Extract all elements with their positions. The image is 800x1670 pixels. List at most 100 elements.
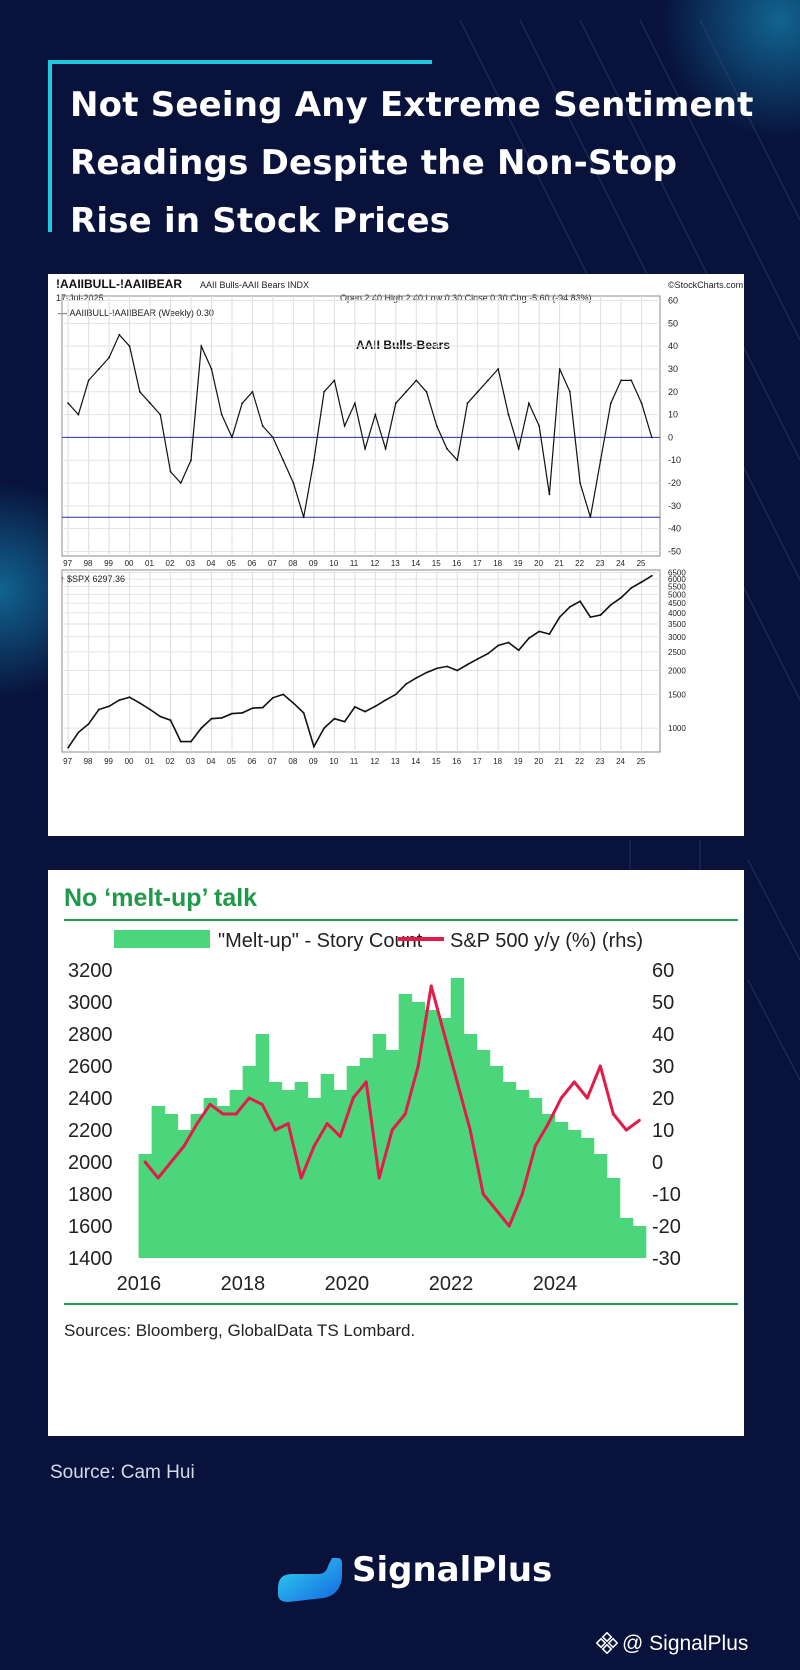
sp500-yoy-point — [247, 1096, 251, 1100]
aaii-bulls-bears-point — [640, 402, 643, 405]
chart1-symbol: !AAIIBULL-!AAIIBEAR — [56, 277, 182, 291]
spx-price-point — [138, 702, 141, 705]
chart1-top-x-tick: 17 — [473, 559, 482, 568]
story-count-bar — [593, 1154, 608, 1258]
story-count-bar — [164, 1114, 179, 1258]
story-count-bar — [515, 1090, 530, 1258]
chart1-top-x-tick: 25 — [637, 559, 646, 568]
spx-price-point — [415, 676, 418, 679]
aaii-bulls-bears-point — [67, 402, 70, 405]
chart2-right-y-tick: 50 — [652, 992, 674, 1014]
aaii-bulls-bears-point — [128, 345, 131, 348]
story-count-bar — [255, 1034, 270, 1258]
spx-price-point — [261, 706, 264, 709]
sp500-yoy-point — [260, 1102, 264, 1106]
sp500-yoy-point — [494, 1208, 498, 1212]
chart1-bottom-x-tick: 18 — [493, 757, 502, 766]
chart1-top-x-tick: 02 — [166, 559, 175, 568]
aaii-bulls-bears-point — [599, 459, 602, 462]
chart2-right-y-tick: 60 — [652, 960, 674, 982]
aaii-bulls-bears-point — [609, 402, 612, 405]
chart1-top-x-tick: 10 — [329, 559, 338, 568]
chart2-left-y-tick: 3200 — [68, 960, 113, 982]
aaii-bulls-bears-point — [272, 436, 274, 439]
sp500-yoy-point — [208, 1102, 212, 1106]
chart1-top-y-tick: 60 — [668, 296, 678, 306]
story-count-bar — [203, 1098, 218, 1258]
spx-price-point — [272, 696, 274, 699]
aaii-bulls-bears-point — [353, 402, 356, 405]
story-count-bar — [346, 1066, 361, 1258]
chart1-bottom-x-tick: 03 — [186, 757, 195, 766]
aaii-bulls-bears-point — [528, 402, 530, 405]
spx-price-point — [220, 717, 223, 719]
chart1-top-x-tick: 06 — [247, 559, 256, 568]
aaii-bulls-bears-point — [446, 447, 448, 450]
spx-y-tick: 2500 — [668, 648, 686, 657]
chart1-top-y-tick: 20 — [668, 387, 678, 397]
brand-name: SignalPlus — [352, 1550, 553, 1590]
chart2-x-tick: 2024 — [533, 1273, 578, 1295]
aaii-bulls-bears-point — [190, 459, 192, 462]
spx-price-point — [282, 693, 285, 696]
chart1-top-y-tick: 40 — [668, 341, 678, 351]
sp500-yoy-point — [546, 1122, 550, 1126]
chart2-right-y-tick: 10 — [652, 1120, 674, 1142]
spx-price-point — [374, 705, 377, 708]
spx-price-point — [640, 581, 643, 583]
story-count-bar — [489, 1066, 504, 1258]
chart1-top-frame — [61, 295, 661, 557]
chart1-top-x-tick: 09 — [309, 559, 318, 568]
sp500-yoy-point — [468, 1128, 472, 1132]
chart1-top-x-tick: 19 — [514, 559, 523, 568]
chart2-right-y-tick: 0 — [652, 1152, 663, 1174]
spx-price-point — [435, 667, 438, 670]
chart1-top-x-tick: 12 — [370, 559, 379, 568]
spx-price-point — [302, 712, 305, 714]
story-count-bar — [320, 1074, 335, 1258]
spx-price-point — [67, 746, 70, 749]
chart1-description: AAII Bulls-AAII Bears INDX — [200, 280, 309, 290]
spx-price-point — [609, 604, 612, 606]
story-count-bar — [554, 1122, 569, 1258]
spx-y-tick: 2000 — [668, 666, 686, 675]
chart1-bottom-x-tick: 21 — [555, 757, 564, 766]
spx-price-point — [620, 596, 622, 599]
spx-price-point — [251, 707, 254, 710]
chart1-legend: —!AAIIBULL-!AAIIBEAR (Weekly) 0.30 — [58, 308, 214, 318]
aaii-bulls-bears-point — [149, 402, 151, 405]
chart1-top-y-tick: -30 — [668, 501, 681, 511]
story-count-bar — [632, 1226, 647, 1258]
spx-price-point — [333, 717, 336, 720]
sp500-yoy-point — [390, 1128, 394, 1132]
story-count-bar — [437, 1018, 452, 1258]
chart1-bottom-x-tick: 10 — [329, 757, 338, 766]
spx-y-tick: 3000 — [668, 633, 686, 642]
chart1-top-x-tick: 18 — [493, 559, 502, 568]
chart1-top-x-tick: 11 — [350, 559, 359, 568]
chart1-bottom-x-tick: 13 — [391, 757, 400, 766]
chart1-bottom-x-tick: 01 — [145, 757, 154, 766]
chart1-top-x-tick: 08 — [288, 559, 297, 568]
chart1-top-y-tick: 0 — [668, 432, 673, 442]
spx-price-point — [589, 616, 592, 619]
sp500-yoy-point — [182, 1144, 186, 1148]
sp500-yoy-point — [520, 1192, 524, 1196]
chart1-top-y-tick: -50 — [668, 546, 681, 556]
story-count-bar — [242, 1066, 257, 1258]
aaii-bulls-bears-point — [548, 493, 551, 496]
spx-price-line — [67, 575, 653, 749]
chart1-bottom-x-tick: 04 — [207, 757, 216, 766]
chart1-bottom-x-tick: 15 — [432, 757, 441, 766]
spx-price-point — [650, 574, 653, 577]
spx-price-point — [149, 708, 151, 711]
aaii-bulls-bears-point — [343, 425, 346, 427]
spx-price-point — [118, 699, 121, 702]
chart1-top-y-tick: -10 — [668, 455, 681, 465]
chart2-left-y-tick: 1600 — [68, 1216, 113, 1238]
story-count-bar — [307, 1098, 322, 1258]
chart1-top-x-tick: 04 — [207, 559, 216, 568]
chart1-bottom-x-tick: 02 — [166, 757, 175, 766]
sp500-yoy-point — [403, 1112, 407, 1116]
aaii-bulls-bears-point — [292, 482, 295, 484]
